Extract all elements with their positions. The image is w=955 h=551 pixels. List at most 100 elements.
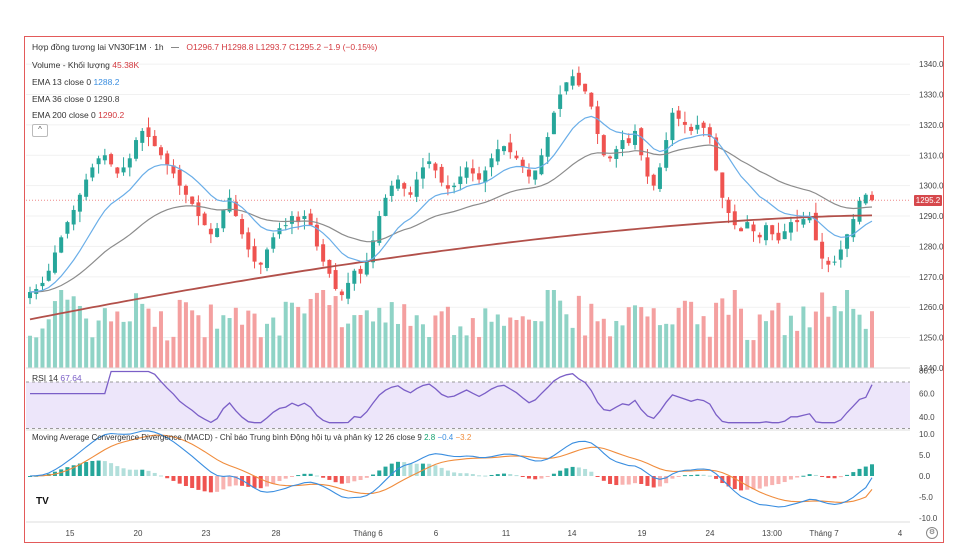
candle (65, 220, 70, 239)
macd-histogram-bar (208, 476, 213, 493)
candle-body (433, 163, 438, 171)
candle (364, 252, 369, 277)
candle (458, 166, 463, 191)
candle (751, 221, 756, 242)
macd-histogram-bar (389, 463, 394, 476)
candle (720, 172, 725, 209)
macd-signal-value: −3.2 (455, 433, 472, 442)
rsi-tick-label: 40.0 (919, 413, 935, 422)
macd-histogram-bar (757, 476, 762, 489)
candle (28, 286, 32, 305)
candle (732, 204, 737, 230)
candle-body (402, 183, 407, 189)
candle-body (832, 261, 837, 263)
candle-body (801, 219, 806, 225)
macd-legend[interactable]: Moving Average Convergence Divergence (M… (32, 433, 471, 442)
macd-histogram-bar (745, 476, 750, 490)
candle-body (851, 219, 856, 238)
ema200-legend[interactable]: EMA 200 close 0 1290.2 (32, 110, 124, 120)
macd-signal-line (29, 434, 873, 503)
candle (252, 238, 257, 269)
candle-body (383, 197, 388, 216)
volume-bar (258, 337, 263, 368)
time-tick-label: 23 (202, 529, 211, 538)
macd-histogram-bar (851, 472, 856, 476)
macd-histogram-bar (327, 476, 332, 480)
volume-bar (826, 316, 831, 368)
volume-bar (346, 323, 351, 368)
candle-body (620, 140, 625, 150)
macd-tick-label: 5.0 (919, 451, 931, 460)
separator-dash (171, 47, 180, 49)
candle (707, 123, 712, 144)
ema36-line (29, 144, 873, 293)
macd-histogram-bar (84, 462, 89, 476)
candle-body (40, 282, 45, 287)
volume-bar (158, 311, 163, 368)
macd-histogram-bar (352, 476, 357, 482)
macd-histogram-bar (651, 476, 656, 488)
candle-body (339, 291, 344, 296)
candle (84, 173, 89, 201)
volume-bar (845, 290, 850, 368)
candle-body (121, 167, 126, 173)
volume-legend[interactable]: Volume - Khối lượng 45.38K (32, 60, 139, 70)
rsi-tick-label: 60.0 (919, 390, 935, 399)
volume-bar (402, 304, 407, 368)
tradingview-logo[interactable]: TV (36, 496, 49, 507)
candle-body (670, 112, 675, 141)
volume-bar (452, 335, 457, 368)
volume-bar (520, 316, 525, 368)
ema36-legend[interactable]: EMA 36 close 0 1290.8 (32, 94, 119, 104)
rsi-legend[interactable]: RSI 14 67.64 (32, 373, 82, 383)
candle (477, 166, 482, 184)
volume-bar (564, 314, 569, 368)
candle (583, 83, 588, 95)
candle (757, 232, 762, 244)
macd-histogram-bar (526, 476, 531, 479)
ema36-label: EMA 36 close 0 (32, 94, 92, 104)
candle-body (277, 228, 282, 235)
candle (514, 150, 519, 160)
volume-bar (321, 290, 326, 368)
candle-body (813, 212, 818, 241)
volume-bar (146, 308, 151, 368)
candle (433, 162, 438, 179)
candle (726, 197, 731, 224)
candle (414, 171, 419, 203)
candle-body (308, 213, 313, 226)
macd-histogram-bar (439, 467, 444, 476)
candle (639, 127, 644, 161)
macd-histogram-bar (589, 471, 594, 476)
candle (813, 202, 818, 241)
collapse-legend-button[interactable]: ^ (32, 124, 48, 137)
volume-bar (770, 310, 775, 368)
volume-bar (851, 308, 856, 368)
candle-body (183, 185, 188, 195)
volume-bar (46, 319, 51, 368)
candle (545, 132, 550, 164)
candle-body (134, 140, 139, 159)
volume-bar (427, 337, 432, 368)
macd-histogram-bar (258, 476, 263, 489)
candle-body (770, 225, 775, 235)
candle-body (726, 199, 731, 213)
volume-bar (90, 337, 95, 368)
price-tick-label: 1340.0 (919, 60, 944, 69)
candle (339, 289, 344, 301)
macd-histogram-bar (233, 476, 238, 486)
volume-bar (776, 302, 781, 368)
macd-histogram-bar (240, 476, 245, 486)
macd-histogram-bar (813, 474, 818, 476)
volume-bar (383, 322, 388, 368)
symbol-legend: Hợp đồng tương lai VN30F1M · 1h O1296.7 … (32, 42, 377, 52)
volume-bar (115, 311, 120, 368)
candle (526, 163, 531, 184)
settings-icon[interactable]: ⚙ (926, 527, 938, 539)
candle-body (171, 165, 176, 174)
candle (776, 222, 781, 244)
ema13-legend[interactable]: EMA 13 close 0 1288.2 (32, 77, 119, 87)
candle-body (489, 158, 494, 168)
volume-bar (109, 321, 114, 368)
